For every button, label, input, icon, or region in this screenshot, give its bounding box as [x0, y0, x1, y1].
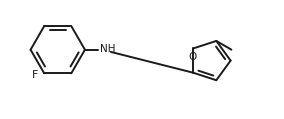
Text: O: O — [189, 52, 197, 62]
Text: F: F — [32, 70, 39, 80]
Text: NH: NH — [100, 44, 116, 54]
